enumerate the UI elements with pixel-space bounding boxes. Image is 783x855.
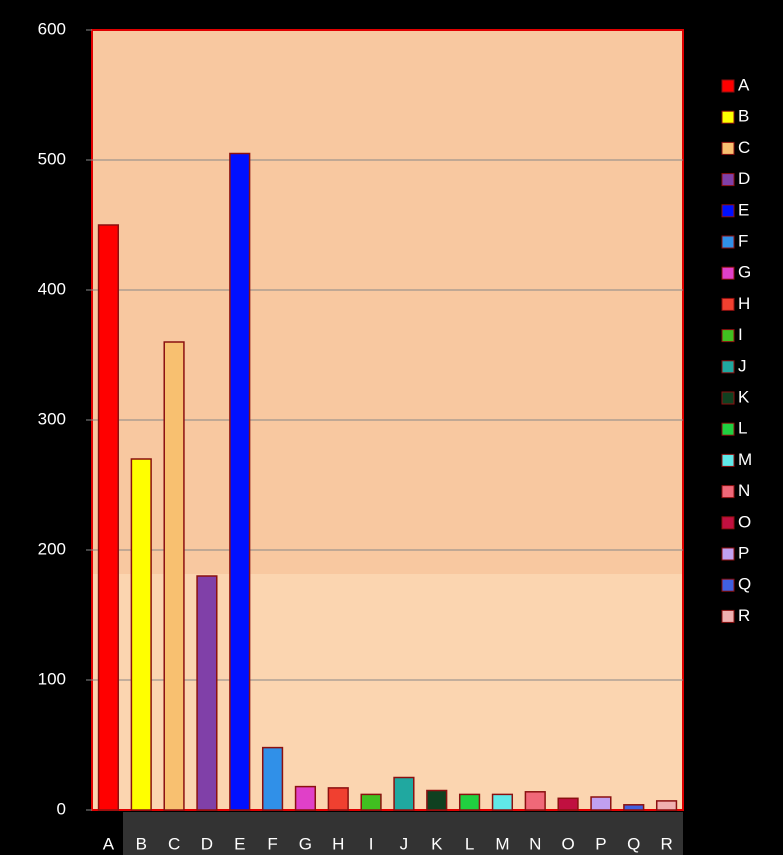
legend-label: R — [738, 606, 750, 625]
legend-label: K — [738, 387, 750, 406]
bar — [393, 776, 415, 811]
bar — [360, 793, 382, 811]
legend-swatch — [721, 297, 735, 311]
legend-label: E — [738, 200, 749, 219]
x-tick-label: L — [465, 834, 474, 853]
x-tick-label: R — [660, 834, 672, 853]
x-tick-label: K — [431, 834, 443, 853]
y-tick-label: 100 — [38, 669, 66, 688]
x-tick-label: B — [136, 834, 147, 853]
legend-swatch — [721, 235, 735, 249]
bar — [491, 793, 514, 811]
y-tick-label: 0 — [57, 799, 66, 818]
bar — [426, 789, 448, 811]
legend-label: Q — [738, 575, 751, 594]
x-tick-label: G — [299, 834, 312, 853]
bar — [97, 224, 120, 811]
legend-swatch — [721, 422, 735, 436]
legend-swatch — [721, 266, 735, 280]
y-tick-label: 600 — [38, 19, 66, 38]
y-tick-label: 400 — [38, 279, 66, 298]
bar — [196, 575, 218, 811]
x-tick-label: F — [267, 834, 277, 853]
bar — [327, 787, 349, 811]
legend-label: J — [738, 356, 747, 375]
legend-swatch — [721, 173, 735, 187]
legend-label: N — [738, 481, 750, 500]
legend-swatch — [721, 485, 735, 499]
legend-swatch — [721, 110, 735, 124]
y-tick-label: 300 — [38, 409, 66, 428]
legend-label: D — [738, 169, 750, 188]
bar — [163, 341, 185, 811]
legend-swatch — [721, 329, 735, 343]
legend-label: I — [738, 325, 743, 344]
legend-label: P — [738, 543, 749, 562]
bar — [130, 458, 152, 811]
x-tick-label: Q — [627, 834, 640, 853]
x-tick-label: H — [332, 834, 344, 853]
legend-swatch — [721, 453, 735, 467]
x-tick-label: E — [234, 834, 245, 853]
bar — [458, 793, 481, 811]
legend-swatch — [721, 204, 735, 218]
legend-label: F — [738, 231, 748, 250]
x-tick-label: P — [595, 834, 606, 853]
y-tick-label: 200 — [38, 539, 66, 558]
legend-label: A — [738, 75, 750, 94]
legend-swatch — [721, 516, 735, 530]
plot-lower-band — [93, 574, 682, 809]
legend-swatch — [721, 547, 735, 561]
x-tick-label: D — [201, 834, 213, 853]
bar — [524, 791, 546, 811]
legend-label: M — [738, 450, 752, 469]
legend-swatch — [721, 578, 735, 592]
legend-label: L — [738, 419, 747, 438]
legend-swatch — [721, 141, 735, 155]
legend-swatch — [721, 360, 735, 374]
legend-swatch — [721, 609, 735, 623]
x-tick-label: M — [495, 834, 509, 853]
x-tick-label: C — [168, 834, 180, 853]
x-tick-label: O — [561, 834, 574, 853]
x-tick-label: N — [529, 834, 541, 853]
x-tick-label: J — [400, 834, 409, 853]
bar — [294, 785, 317, 811]
bar — [655, 800, 678, 811]
legend-swatch — [721, 391, 735, 405]
legend-label: C — [738, 138, 750, 157]
bar — [261, 746, 284, 811]
bar — [557, 797, 579, 811]
bar — [590, 796, 612, 811]
bar — [229, 152, 251, 811]
x-tick-label: A — [103, 834, 115, 853]
legend-swatch — [721, 79, 735, 93]
legend-label: O — [738, 512, 751, 531]
legend-label: B — [738, 107, 749, 126]
bar — [623, 804, 645, 811]
legend-label: H — [738, 294, 750, 313]
y-tick-label: 500 — [38, 149, 66, 168]
axis-band — [123, 812, 683, 855]
legend-label: G — [738, 263, 751, 282]
x-tick-label: I — [369, 834, 374, 853]
